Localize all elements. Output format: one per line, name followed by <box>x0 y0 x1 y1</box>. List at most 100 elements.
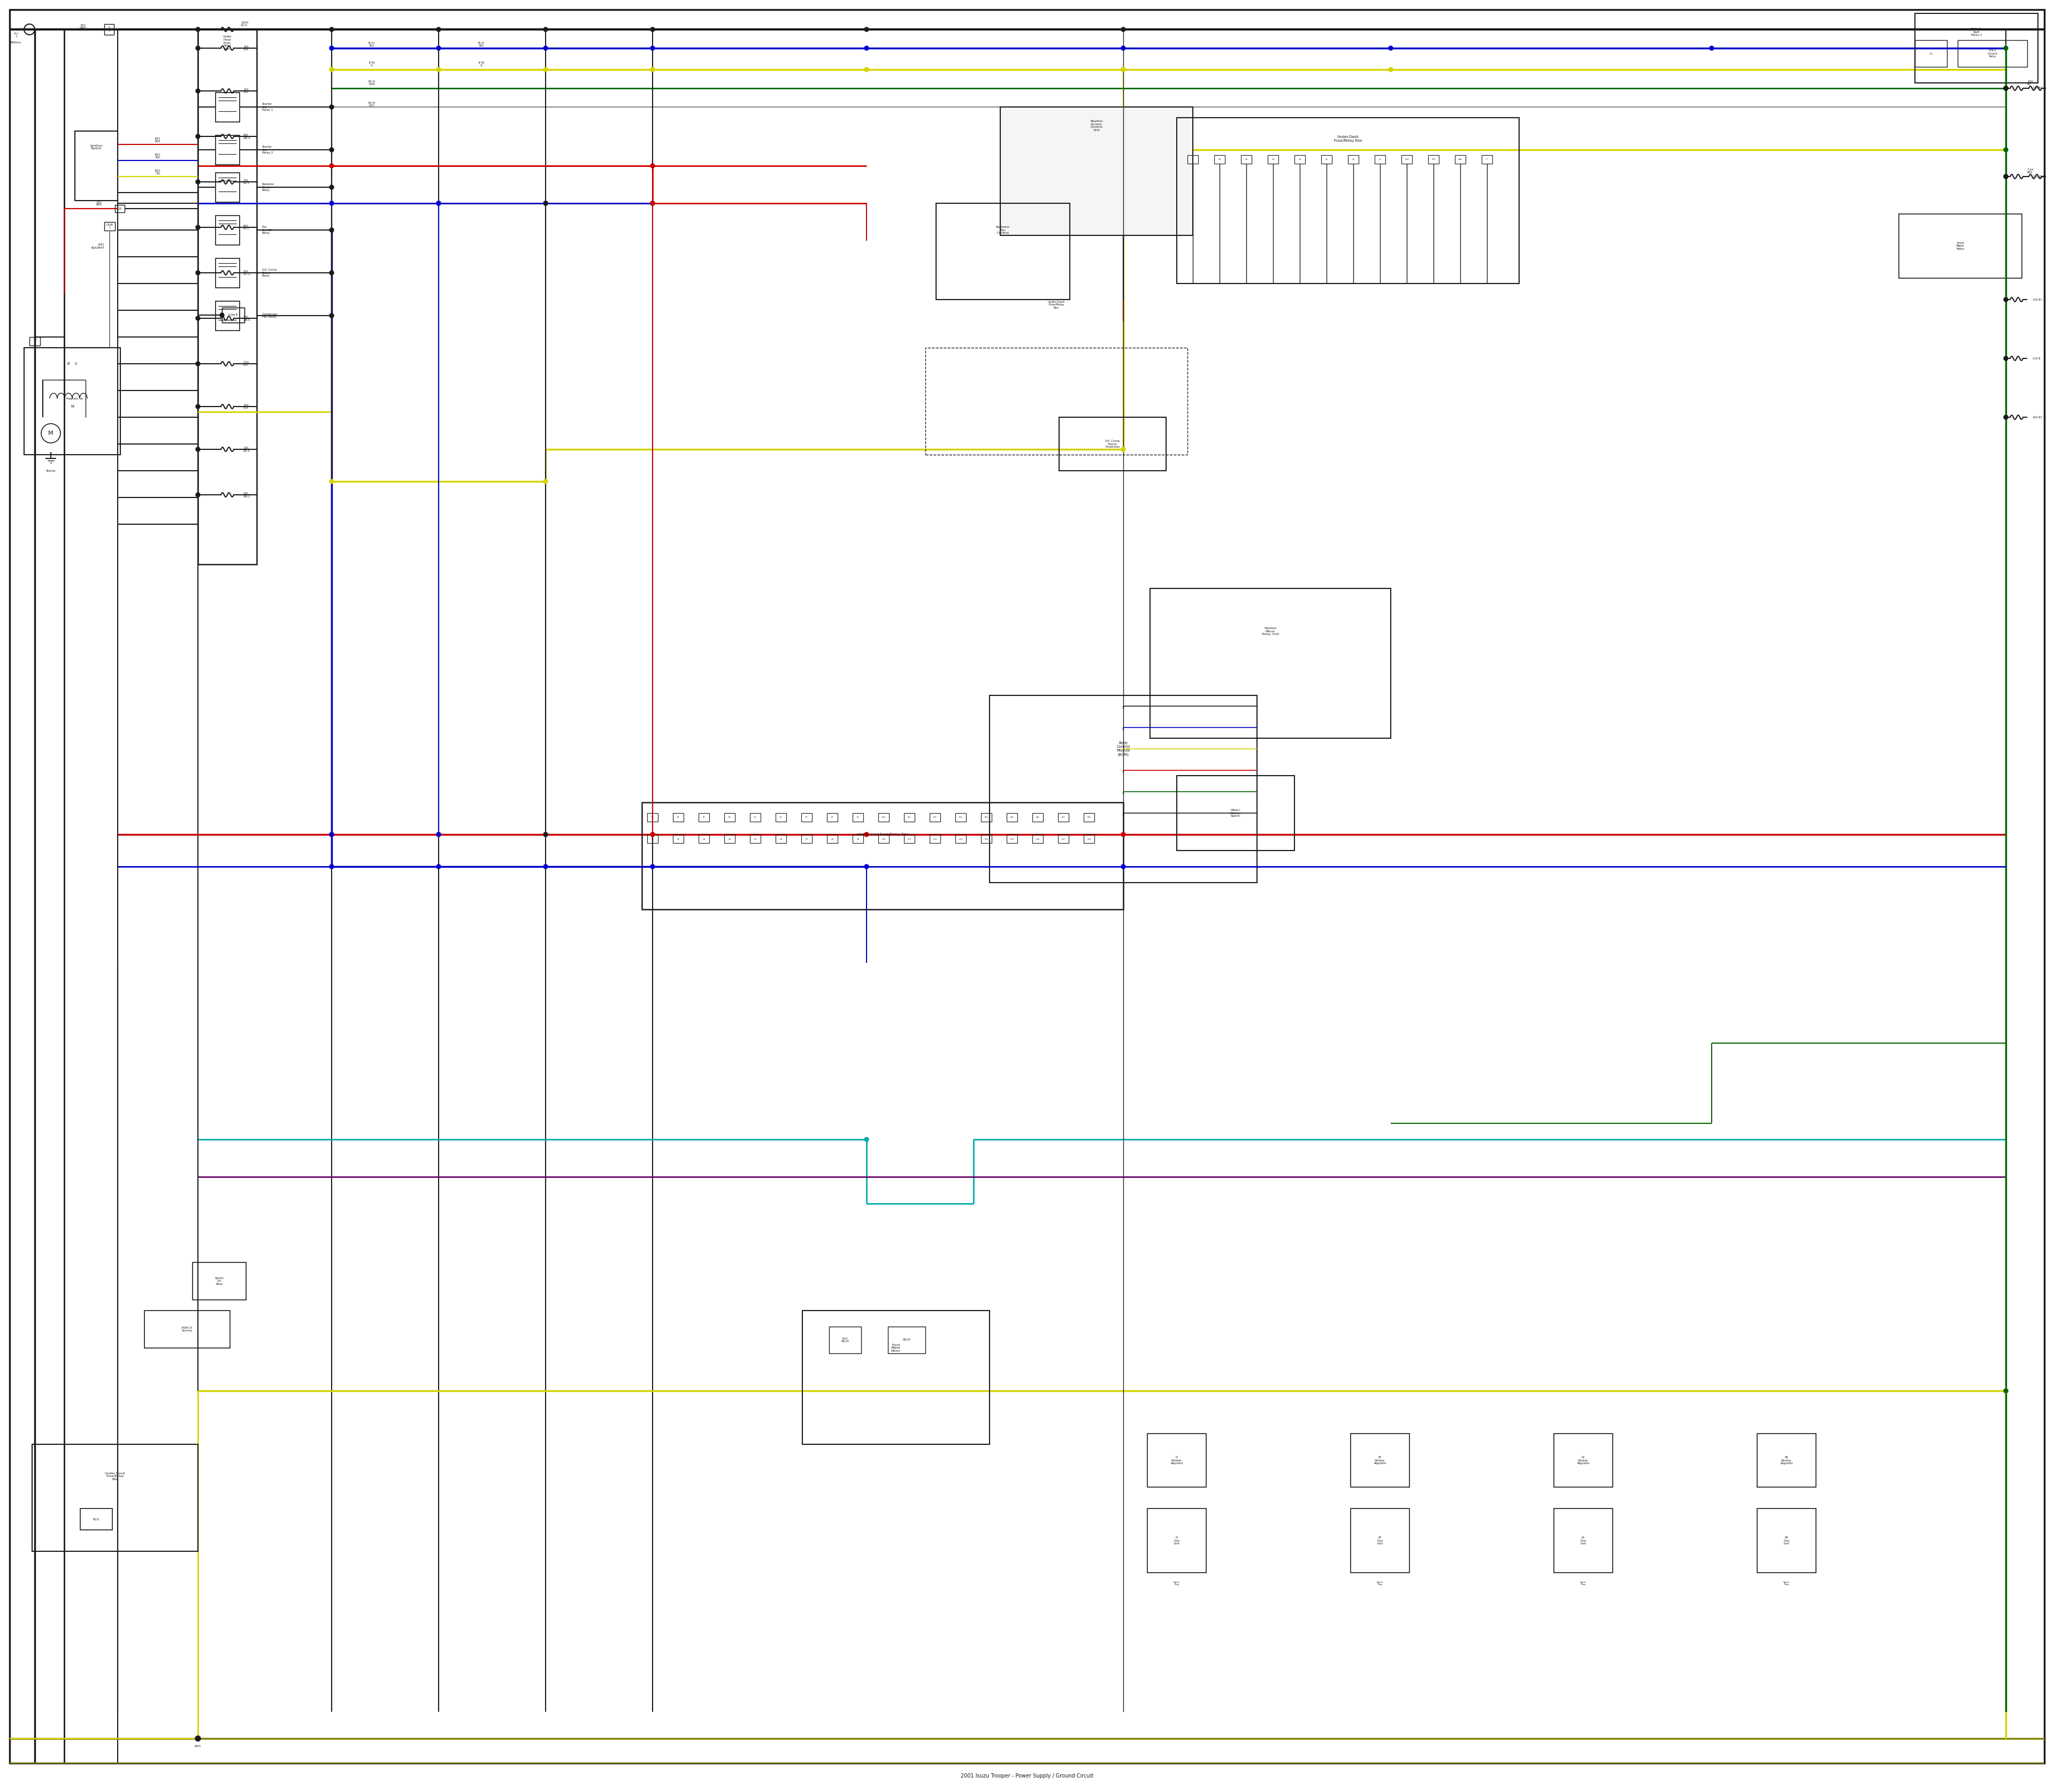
Circle shape <box>865 831 869 837</box>
Text: P14: P14 <box>984 817 988 819</box>
Text: [F-B]
YL: [F-B] YL <box>479 61 485 66</box>
Text: Starter
Cut
Relay: Starter Cut Relay <box>216 1276 224 1285</box>
Text: P12: P12 <box>933 817 937 819</box>
Text: (+)
1: (+) 1 <box>14 32 18 38</box>
Circle shape <box>2005 416 2009 419</box>
Text: P15: P15 <box>1011 817 1015 819</box>
Circle shape <box>195 226 199 229</box>
Text: P9: P9 <box>857 817 859 819</box>
Circle shape <box>435 864 442 869</box>
Bar <box>904 814 914 823</box>
Text: L1: L1 <box>1929 52 1933 56</box>
Circle shape <box>1389 68 1393 72</box>
Circle shape <box>651 27 655 32</box>
Circle shape <box>544 201 548 206</box>
Circle shape <box>195 405 199 409</box>
Text: Under-Dash
Fuse/Relay Box: Under-Dash Fuse/Relay Box <box>1333 136 1362 143</box>
Bar <box>1085 835 1095 842</box>
Circle shape <box>220 314 224 317</box>
Text: P13: P13 <box>959 817 963 819</box>
Bar <box>1347 156 1358 163</box>
Bar <box>105 222 115 231</box>
Bar <box>937 202 1070 299</box>
Text: [EE]
YEL: [EE] YEL <box>156 170 160 176</box>
Circle shape <box>2005 297 2009 301</box>
Text: 100A
A1-5: 100A A1-5 <box>240 22 249 27</box>
Bar <box>926 348 1187 455</box>
Text: 15A
A16: 15A A16 <box>242 45 249 50</box>
Circle shape <box>195 493 199 496</box>
Text: P6: P6 <box>781 817 783 819</box>
Circle shape <box>2005 47 2009 50</box>
Text: Under Hood
Fuse/Relay
Box: Under Hood Fuse/Relay Box <box>105 1471 125 1480</box>
Text: Spark
Plug: Spark Plug <box>1376 1581 1382 1586</box>
Circle shape <box>329 47 333 50</box>
Circle shape <box>329 185 333 190</box>
Bar <box>25 348 121 455</box>
Text: 15A
A18: 15A A18 <box>242 403 249 409</box>
Circle shape <box>329 831 333 837</box>
Text: Spark
Plug: Spark Plug <box>1783 1581 1789 1586</box>
Circle shape <box>2005 174 2009 179</box>
Bar <box>1150 588 1391 738</box>
Bar <box>1481 156 1493 163</box>
Bar <box>776 814 787 823</box>
Bar <box>852 835 863 842</box>
Circle shape <box>2005 86 2009 90</box>
Text: RF
Window
Regulator: RF Window Regulator <box>1374 1455 1386 1464</box>
Text: Ignition
Switch: Ignition Switch <box>90 143 103 151</box>
Bar <box>1187 156 1197 163</box>
Text: P1: P1 <box>651 817 653 819</box>
Circle shape <box>195 362 199 366</box>
Text: RR
Door
Lock: RR Door Lock <box>1783 1536 1789 1545</box>
Circle shape <box>1121 864 1126 869</box>
Bar <box>828 835 838 842</box>
Text: 2.5A
A25: 2.5A A25 <box>242 360 249 367</box>
Bar <box>1555 1434 1612 1487</box>
Bar <box>674 814 684 823</box>
Text: P4: P4 <box>729 817 731 819</box>
Text: 15: 15 <box>117 208 121 210</box>
Text: P10: P10 <box>881 817 885 819</box>
Circle shape <box>651 831 655 837</box>
Text: Fan
Cont/D
Relay: Fan Cont/D Relay <box>263 226 273 235</box>
Text: A-4: A-4 <box>1458 158 1462 161</box>
Bar <box>1428 156 1440 163</box>
Bar <box>1006 835 1017 842</box>
Bar <box>750 814 760 823</box>
Text: S001: S001 <box>195 1745 201 1747</box>
Circle shape <box>195 27 199 32</box>
Circle shape <box>2005 147 2009 152</box>
Bar <box>1058 835 1068 842</box>
Text: T1
1: T1 1 <box>107 27 111 32</box>
Bar <box>222 308 244 323</box>
Bar <box>698 814 709 823</box>
Text: Front
Wiper
Motor: Front Wiper Motor <box>891 1344 902 1353</box>
Bar <box>1177 118 1520 283</box>
Circle shape <box>865 1138 869 1142</box>
Circle shape <box>651 831 655 837</box>
Text: A/C Comp
Clutch
Relay: A/C Comp Clutch Relay <box>263 269 277 278</box>
Text: Q13: Q13 <box>959 837 963 840</box>
Circle shape <box>544 47 548 50</box>
Text: Condenser
Fan Relay: Condenser Fan Relay <box>263 314 277 319</box>
Circle shape <box>435 27 442 32</box>
Text: [EI]
WHT: [EI] WHT <box>80 23 86 30</box>
Text: P18: P18 <box>1087 817 1091 819</box>
Circle shape <box>195 1736 201 1742</box>
Text: IPDM-F1
Shift
Relay 2: IPDM-F1 Shift Relay 2 <box>1970 27 1982 36</box>
Text: LR
Door
Lock: LR Door Lock <box>1580 1536 1586 1545</box>
Bar <box>193 1262 246 1299</box>
Text: T4
1: T4 1 <box>33 339 37 344</box>
Text: 15A
A14: 15A A14 <box>242 88 249 93</box>
Text: Q8: Q8 <box>832 837 834 840</box>
Text: Park
RELAY: Park RELAY <box>840 1337 848 1342</box>
Bar <box>115 204 125 213</box>
Text: P8: P8 <box>832 817 834 819</box>
Text: [EE]
BLK/WHT: [EE] BLK/WHT <box>90 244 105 249</box>
Bar <box>930 835 941 842</box>
Text: 7.5A B02: 7.5A B02 <box>2033 176 2044 177</box>
Circle shape <box>651 163 655 168</box>
Circle shape <box>195 448 199 452</box>
Text: A/C Comp
Therm.
Protection: A/C Comp Therm. Protection <box>1105 439 1119 448</box>
